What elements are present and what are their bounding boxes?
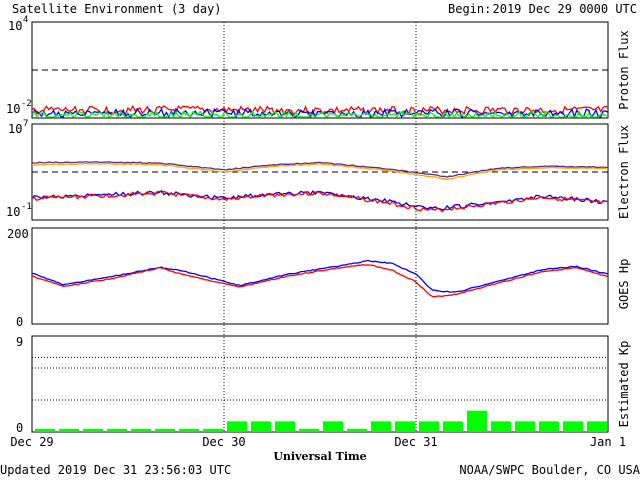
hp-y-tick-bottom: 0: [16, 315, 23, 329]
kp-bar-11: [275, 421, 295, 432]
svg-text:10: 10: [8, 122, 22, 136]
kp-bar-6: [155, 428, 175, 432]
begin-value: 2019 Dec 29 0000 UTC: [493, 2, 638, 16]
kp-bar-17: [419, 421, 439, 432]
kp-bar-21: [515, 421, 535, 432]
svg-text:7: 7: [23, 119, 28, 129]
svg-text:10: 10: [8, 19, 22, 33]
proton-y-tick-top: 10 4: [8, 15, 28, 33]
electron-flux-label: Electron Flux: [617, 125, 631, 219]
kp-y-tick-top: 9: [16, 335, 23, 349]
electron-y-tick-bottom: 10 -1: [6, 202, 32, 219]
electron-y-tick-top: 10 7: [8, 119, 28, 136]
svg-text:10: 10: [6, 205, 20, 219]
panel3-series-blue: [31, 259, 609, 293]
kp-bar-20: [491, 421, 511, 432]
kp-bar-16: [395, 421, 415, 432]
estimated-kp-label: Estimated Kp: [617, 341, 631, 428]
chart-title: Satellite Environment (3 day): [12, 2, 222, 16]
panel2-series-blue: [31, 189, 609, 211]
svg-text:10: 10: [6, 102, 20, 116]
credit-text: NOAA/SWPC Boulder, CO USA: [459, 463, 640, 477]
svg-text:-2: -2: [21, 99, 32, 109]
kp-bar-3: [83, 428, 103, 432]
panel2-series-purple: [32, 161, 609, 178]
kp-y-tick-bottom: 0: [16, 421, 23, 435]
kp-bar-15: [371, 421, 391, 432]
kp-bar-9: [227, 421, 247, 432]
x-tick-jan1: Jan 1: [590, 435, 626, 449]
proton-y-tick-bottom: 10 -2: [6, 99, 32, 116]
kp-bar-12: [299, 428, 319, 432]
kp-bar-1: [35, 428, 55, 432]
day-separators: [223, 22, 417, 432]
begin-label: Begin:: [448, 2, 491, 16]
panel1-series-red: [31, 104, 609, 116]
kp-bar-2: [59, 428, 79, 432]
kp-bar-24: [587, 421, 607, 432]
kp-bar-5: [131, 428, 151, 432]
panel3-series-red: [31, 264, 609, 298]
x-tick-dec31: Dec 31: [394, 435, 437, 449]
goes-hp-label: GOES Hp: [617, 259, 631, 310]
kp-bar-14: [347, 428, 367, 432]
proton-panel-frame: [31, 21, 609, 119]
x-axis-label: Universal Time: [273, 450, 366, 463]
kp-bar-22: [539, 421, 559, 432]
kp-bar-10: [251, 421, 271, 432]
kp-bar-13: [323, 421, 343, 432]
kp-bar-8: [203, 428, 223, 432]
updated-timestamp: Updated 2019 Dec 31 23:56:03 UTC: [0, 463, 231, 477]
kp-bar-18: [443, 421, 463, 432]
series-layer: [31, 69, 609, 432]
kp-bar-7: [179, 428, 199, 432]
proton-flux-label: Proton Flux: [617, 30, 631, 109]
kp-bar-19: [467, 410, 487, 432]
panel1-series-green: [31, 110, 609, 119]
svg-text:-1: -1: [21, 202, 32, 212]
x-tick-dec29: Dec 29: [10, 435, 53, 449]
panel2-series-orange: [32, 162, 609, 181]
panel2-series-red: [31, 190, 609, 213]
hp-y-tick-top: 200: [7, 227, 29, 241]
kp-bar-4: [107, 428, 127, 432]
x-tick-dec30: Dec 30: [202, 435, 245, 449]
electron-panel-frame: [31, 123, 609, 221]
kp-bar-23: [563, 421, 583, 432]
svg-text:4: 4: [23, 15, 28, 25]
kp-panel-frame: [31, 335, 609, 433]
